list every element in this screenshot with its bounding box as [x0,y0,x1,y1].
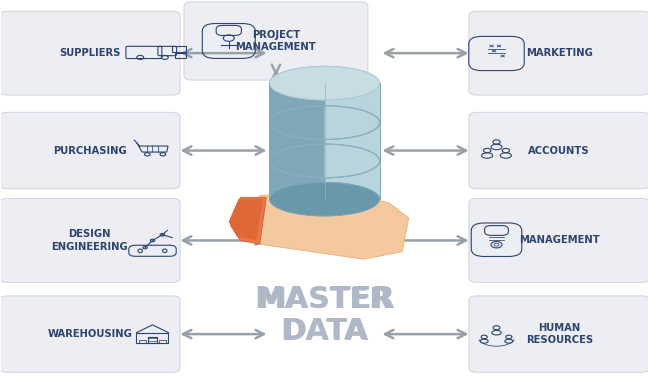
Text: MASTER
DATA: MASTER DATA [257,286,392,345]
Ellipse shape [269,106,380,139]
Text: SUPPLIERS: SUPPLIERS [59,48,121,58]
Text: HUMAN
RESOURCES: HUMAN RESOURCES [526,323,593,346]
Text: ACCOUNTS: ACCOUNTS [528,146,590,156]
FancyBboxPatch shape [469,199,649,282]
Polygon shape [230,197,266,244]
Text: MASTER
DATA: MASTER DATA [254,285,395,346]
FancyBboxPatch shape [469,11,649,95]
Polygon shape [324,106,380,139]
Text: MANAGEMENT: MANAGEMENT [519,235,600,246]
Text: PURCHASING: PURCHASING [53,146,127,156]
Text: WAREHOUSING: WAREHOUSING [47,329,132,339]
FancyBboxPatch shape [469,112,649,189]
FancyBboxPatch shape [469,296,649,372]
Ellipse shape [269,66,380,100]
FancyBboxPatch shape [184,2,368,80]
FancyBboxPatch shape [0,199,180,282]
Ellipse shape [269,182,380,216]
Ellipse shape [269,182,380,216]
Polygon shape [269,144,324,178]
Polygon shape [269,106,324,139]
Polygon shape [324,83,380,199]
Text: PROJECT
MANAGEMENT: PROJECT MANAGEMENT [236,30,316,52]
Polygon shape [324,83,380,199]
FancyBboxPatch shape [0,11,180,95]
Text: DESIGN
ENGINEERING: DESIGN ENGINEERING [51,229,128,252]
Polygon shape [247,192,409,259]
Ellipse shape [269,66,380,100]
Text: MARKETING: MARKETING [526,48,593,58]
Polygon shape [228,199,263,240]
Polygon shape [269,83,324,199]
Ellipse shape [269,144,380,178]
Polygon shape [324,144,380,178]
FancyBboxPatch shape [0,112,180,189]
FancyBboxPatch shape [0,296,180,372]
Polygon shape [269,83,324,199]
